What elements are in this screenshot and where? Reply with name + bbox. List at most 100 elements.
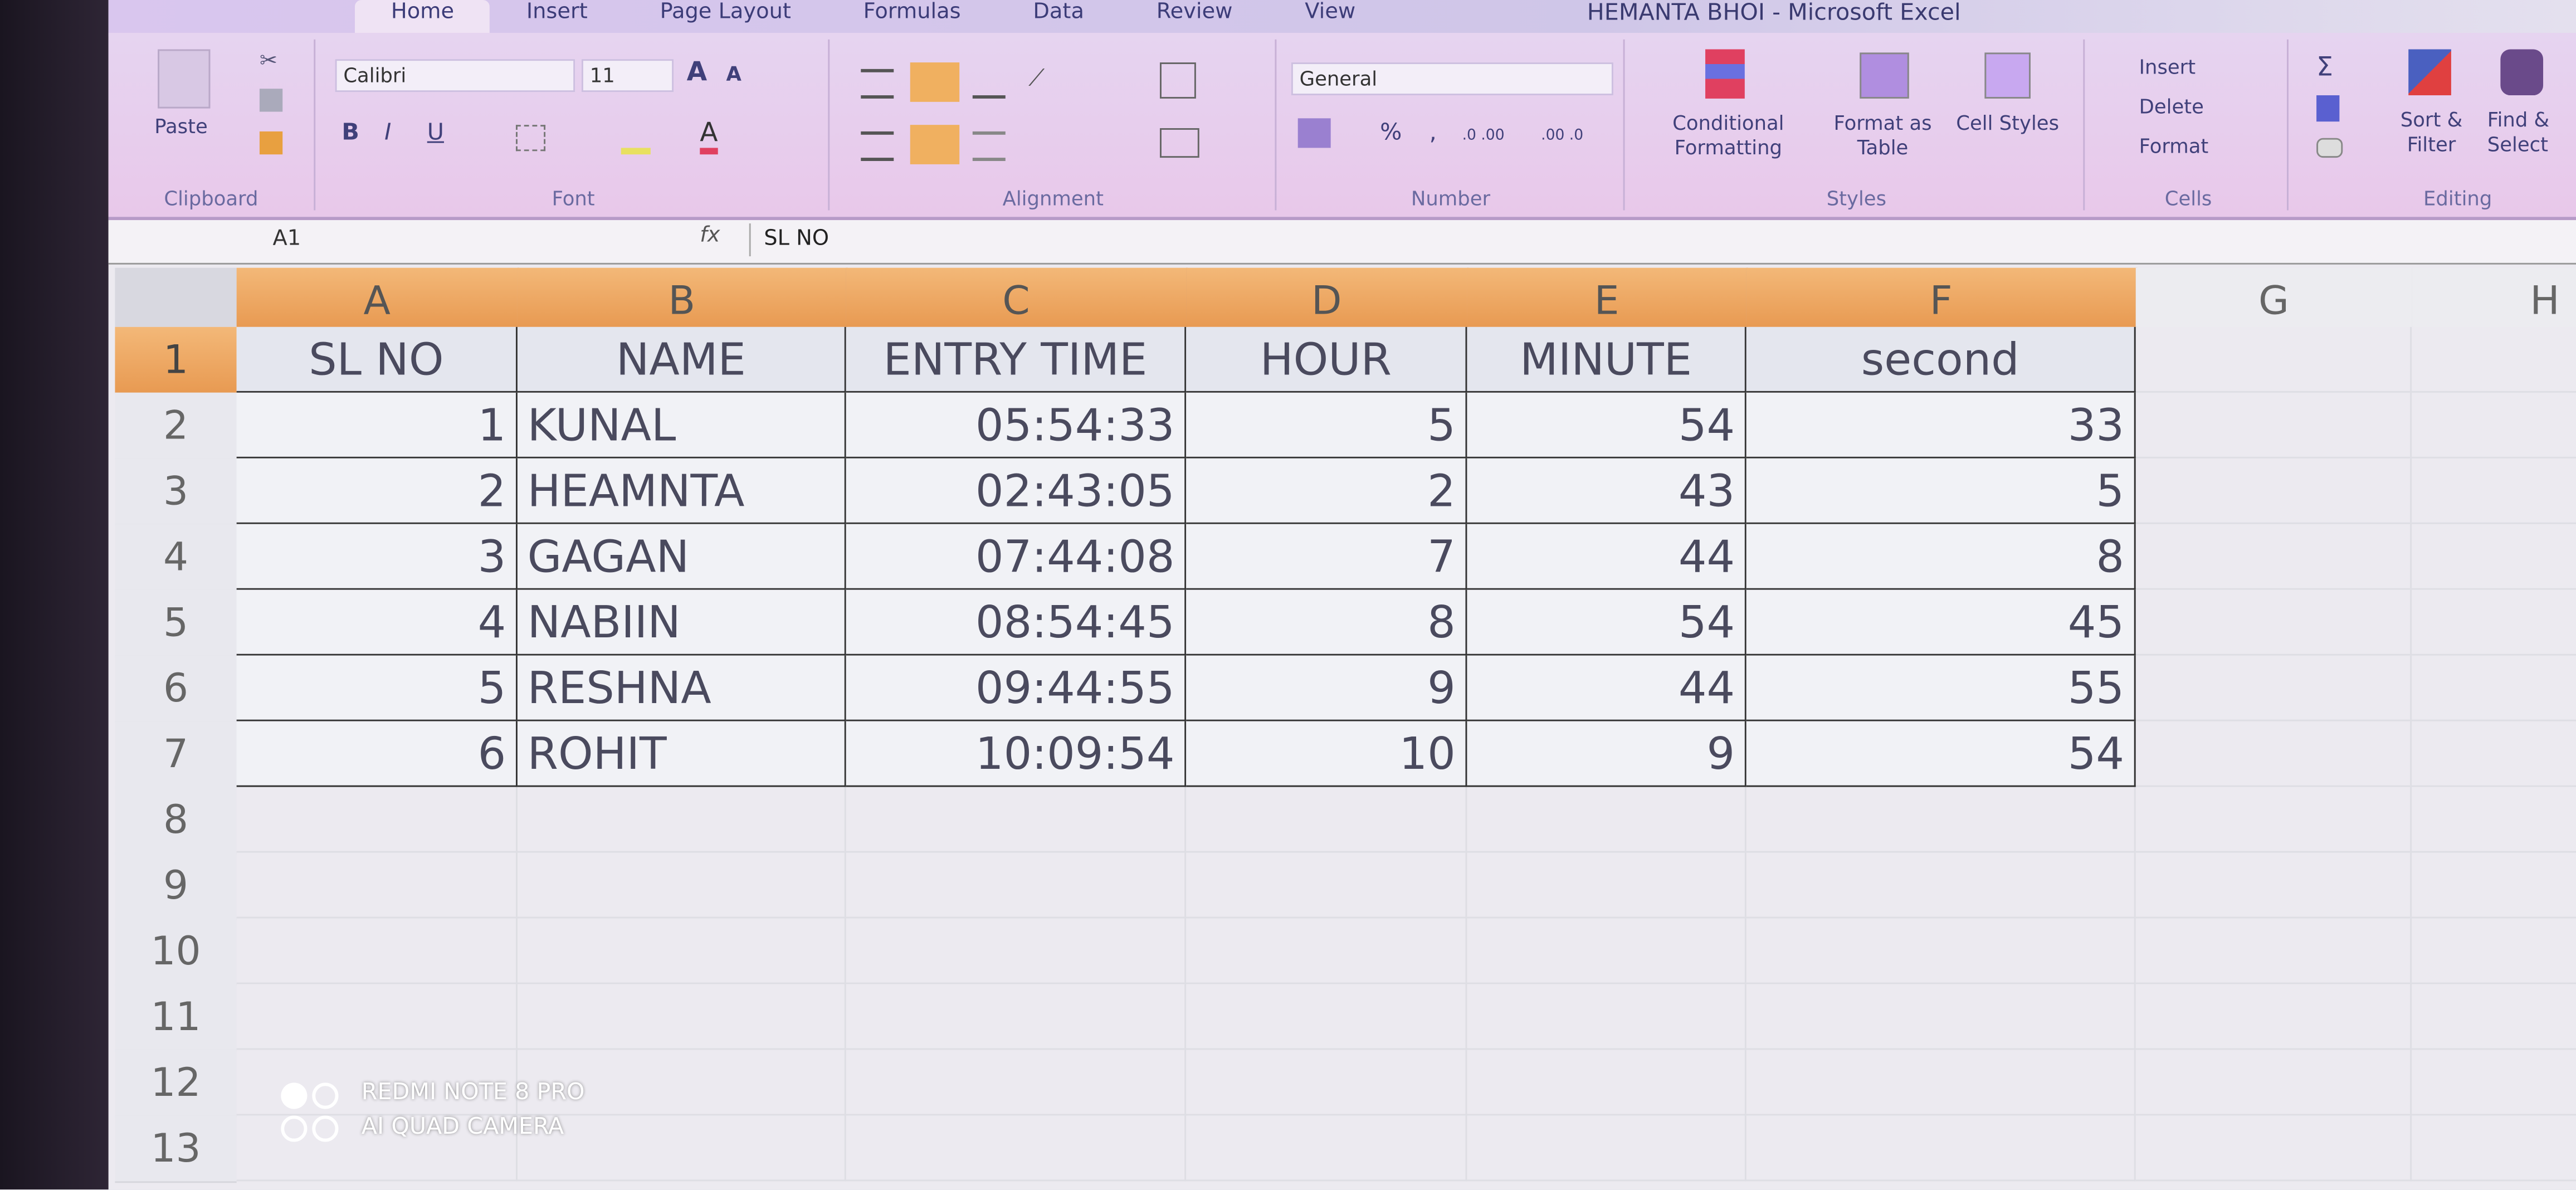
- cell-D7[interactable]: 10: [1186, 721, 1467, 787]
- column-header-F[interactable]: F: [1746, 267, 2138, 327]
- paste-icon[interactable]: [158, 49, 211, 109]
- cut-icon[interactable]: ✂: [259, 49, 278, 74]
- column-header-B[interactable]: B: [517, 267, 848, 327]
- delete-cells-button[interactable]: Delete: [2139, 95, 2204, 119]
- currency-icon[interactable]: [1297, 118, 1331, 148]
- cell-A5[interactable]: 4: [236, 589, 518, 656]
- cell-D1[interactable]: HOUR: [1186, 326, 1467, 393]
- cell-A10[interactable]: [236, 918, 518, 984]
- italic-button[interactable]: I: [384, 120, 392, 147]
- row-header-10[interactable]: 10: [115, 918, 237, 986]
- formula-input[interactable]: SL NO: [749, 223, 2571, 257]
- cell-B7[interactable]: ROHIT: [517, 721, 846, 787]
- orientation-icon[interactable]: ⟋: [1028, 65, 1045, 92]
- cell-G2[interactable]: [2135, 392, 2412, 459]
- cell-E9[interactable]: [1467, 852, 1746, 919]
- select-all-button[interactable]: [115, 267, 237, 327]
- cell-H5[interactable]: [2412, 590, 2576, 656]
- cell-B1[interactable]: NAME: [517, 326, 846, 393]
- cell-G7[interactable]: [2135, 721, 2412, 787]
- cell-E1[interactable]: MINUTE: [1467, 326, 1746, 393]
- cell-F9[interactable]: [1746, 852, 2136, 919]
- cell-B8[interactable]: [517, 787, 846, 853]
- cell-E4[interactable]: 44: [1467, 524, 1746, 590]
- column-header-D[interactable]: D: [1186, 267, 1469, 327]
- tab-data[interactable]: Data: [1033, 0, 1084, 25]
- cell-B3[interactable]: HEAMNTA: [517, 458, 846, 524]
- autosum-button[interactable]: Σ: [2316, 51, 2333, 82]
- name-box[interactable]: A1: [272, 226, 301, 252]
- cell-C4[interactable]: 07:44:08: [846, 524, 1187, 590]
- cell-D11[interactable]: [1186, 984, 1467, 1050]
- cell-G11[interactable]: [2135, 984, 2412, 1050]
- cell-A2[interactable]: 1: [236, 392, 518, 459]
- cell-C9[interactable]: [846, 852, 1187, 919]
- cell-G5[interactable]: [2135, 589, 2412, 656]
- column-header-H[interactable]: H: [2412, 267, 2576, 327]
- cell-styles-icon[interactable]: [1984, 52, 2031, 99]
- cell-E13[interactable]: [1467, 1115, 1746, 1182]
- cell-H3[interactable]: [2412, 459, 2576, 524]
- cell-F6[interactable]: 55: [1746, 655, 2136, 721]
- cell-B2[interactable]: KUNAL: [517, 392, 846, 459]
- tab-insert[interactable]: Insert: [526, 0, 588, 25]
- cell-D13[interactable]: [1186, 1115, 1467, 1182]
- fill-icon[interactable]: [2316, 95, 2340, 122]
- cell-E5[interactable]: 54: [1467, 589, 1746, 656]
- cell-B13[interactable]: [517, 1115, 846, 1182]
- clear-icon[interactable]: [2316, 138, 2343, 158]
- row-header-3[interactable]: 3: [115, 458, 237, 526]
- cell-F11[interactable]: [1746, 984, 2136, 1050]
- cell-F8[interactable]: [1746, 787, 2136, 853]
- cell-C8[interactable]: [846, 787, 1187, 853]
- align-left-icon[interactable]: [861, 131, 894, 162]
- cell-A6[interactable]: 5: [236, 655, 518, 721]
- cell-B6[interactable]: RESHNA: [517, 655, 846, 721]
- cell-E11[interactable]: [1467, 984, 1746, 1050]
- cell-H11[interactable]: [2412, 984, 2576, 1050]
- cell-A13[interactable]: [236, 1115, 518, 1182]
- cell-F3[interactable]: 5: [1746, 458, 2136, 524]
- cell-H13[interactable]: [2412, 1115, 2576, 1182]
- cell-C3[interactable]: 02:43:05: [846, 458, 1187, 524]
- column-header-A[interactable]: A: [236, 267, 519, 327]
- cell-C13[interactable]: [846, 1115, 1187, 1182]
- number-format-select[interactable]: General: [1291, 62, 1613, 96]
- cell-H4[interactable]: [2412, 524, 2576, 590]
- align-middle-icon[interactable]: [910, 62, 960, 102]
- row-header-12[interactable]: 12: [115, 1050, 237, 1118]
- cell-D10[interactable]: [1186, 918, 1467, 984]
- align-center-icon[interactable]: [910, 125, 960, 164]
- row-header-2[interactable]: 2: [115, 392, 237, 460]
- underline-button[interactable]: U: [427, 120, 444, 147]
- sort-filter-button[interactable]: Sort & Filter: [2400, 108, 2463, 157]
- shrink-font-icon[interactable]: A: [726, 62, 741, 86]
- cell-D9[interactable]: [1186, 852, 1467, 919]
- cell-H12[interactable]: [2412, 1050, 2576, 1116]
- font-color-icon[interactable]: A: [700, 118, 718, 155]
- column-header-G[interactable]: G: [2135, 267, 2414, 327]
- cell-G1[interactable]: [2135, 326, 2412, 393]
- cell-H7[interactable]: [2412, 721, 2576, 787]
- sort-filter-icon[interactable]: [2408, 49, 2451, 96]
- cell-F2[interactable]: 33: [1746, 392, 2136, 459]
- cell-H2[interactable]: [2412, 393, 2576, 459]
- cell-C5[interactable]: 08:54:45: [846, 589, 1187, 656]
- column-header-E[interactable]: E: [1467, 267, 1748, 327]
- cell-F10[interactable]: [1746, 918, 2136, 984]
- cell-E7[interactable]: 9: [1467, 721, 1746, 787]
- cell-C12[interactable]: [846, 1050, 1187, 1116]
- percent-button[interactable]: %: [1380, 120, 1402, 147]
- font-size-select[interactable]: 11: [581, 59, 674, 92]
- cell-F13[interactable]: [1746, 1115, 2136, 1182]
- cell-C6[interactable]: 09:44:55: [846, 655, 1187, 721]
- cell-B12[interactable]: [517, 1050, 846, 1116]
- cell-F5[interactable]: 45: [1746, 589, 2136, 656]
- cell-B10[interactable]: [517, 918, 846, 984]
- align-top-icon[interactable]: [861, 69, 894, 99]
- cell-A11[interactable]: [236, 984, 518, 1050]
- row-header-8[interactable]: 8: [115, 787, 237, 855]
- tab-review[interactable]: Review: [1156, 0, 1233, 25]
- cell-H10[interactable]: [2412, 918, 2576, 984]
- row-header-6[interactable]: 6: [115, 655, 237, 723]
